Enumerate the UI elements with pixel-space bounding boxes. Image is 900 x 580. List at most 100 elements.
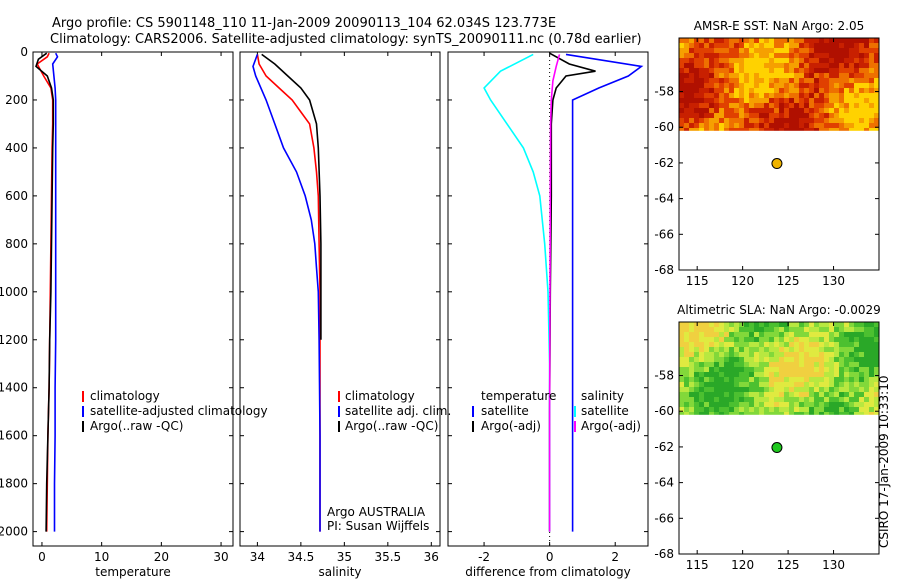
heatmap-cell: [849, 93, 854, 98]
heatmap-cell: [819, 38, 824, 43]
heatmap-cell: [824, 407, 829, 412]
heatmap-cell: [719, 53, 724, 58]
heatmap-cell: [714, 78, 719, 83]
heatmap-cell: [774, 362, 779, 367]
heatmap-cell: [699, 113, 704, 118]
heatmap-cell: [829, 397, 834, 402]
heatmap-cell: [734, 128, 739, 131]
heatmap-cell: [819, 387, 824, 392]
heatmap-cell: [789, 78, 794, 83]
heatmap-cell: [749, 103, 754, 108]
heatmap-cell: [834, 48, 839, 53]
heatmap-cell: [754, 48, 759, 53]
heatmap-cell: [814, 337, 819, 342]
heatmap-cell: [789, 88, 794, 93]
heatmap-cell: [829, 78, 834, 83]
heatmap-cell: [819, 83, 824, 88]
heatmap-cell: [854, 48, 859, 53]
heatmap-cell: [864, 93, 869, 98]
legend-label: salinity: [581, 389, 624, 403]
heatmap-cell: [709, 108, 714, 113]
heatmap-cell: [774, 407, 779, 412]
heatmap-cell: [814, 342, 819, 347]
heatmap-cell: [759, 372, 764, 377]
heatmap-cell: [764, 387, 769, 392]
heatmap-cell: [859, 78, 864, 83]
heatmap-cell: [694, 98, 699, 103]
heatmap-cell: [689, 43, 694, 48]
heatmap-cell: [744, 38, 749, 43]
heatmap-cell: [729, 108, 734, 113]
heatmap-cell: [854, 322, 859, 327]
heatmap-cell: [849, 387, 854, 392]
heatmap-cell: [684, 332, 689, 337]
heatmap-cell: [794, 377, 799, 382]
heatmap-cell: [694, 382, 699, 387]
heatmap-cell: [689, 392, 694, 397]
heatmap-cell: [679, 397, 684, 402]
heatmap-cell: [839, 387, 844, 392]
heatmap-cell: [814, 402, 819, 407]
heatmap-cell: [769, 367, 774, 372]
heatmap-cell: [689, 88, 694, 93]
heatmap-cell: [689, 352, 694, 357]
heatmap-cell: [739, 412, 744, 415]
heatmap-cell: [844, 98, 849, 103]
heatmap-cell: [859, 73, 864, 78]
heatmap-cell: [859, 397, 864, 402]
heatmap-cell: [869, 352, 874, 357]
heatmap-cell: [859, 118, 864, 123]
heatmap-cell: [784, 78, 789, 83]
heatmap-cell: [859, 327, 864, 332]
heatmap-cell: [834, 38, 839, 43]
heatmap-cell: [814, 332, 819, 337]
heatmap-cell: [869, 63, 874, 68]
heatmap-cell: [769, 332, 774, 337]
heatmap-cell: [684, 367, 689, 372]
heatmap-cell: [779, 48, 784, 53]
heatmap-cell: [734, 38, 739, 43]
heatmap-cell: [774, 118, 779, 123]
heatmap-cell: [789, 327, 794, 332]
heatmap-cell: [869, 48, 874, 53]
heatmap-cell: [799, 123, 804, 128]
heatmap-cell: [684, 73, 689, 78]
heatmap-cell: [739, 108, 744, 113]
heatmap-cell: [799, 83, 804, 88]
heatmap-cell: [839, 108, 844, 113]
heatmap-cell: [759, 377, 764, 382]
heatmap-cell: [869, 53, 874, 58]
heatmap-cell: [729, 362, 734, 367]
heatmap-cell: [809, 38, 814, 43]
heatmap-cell: [689, 78, 694, 83]
heatmap-cell: [819, 412, 824, 415]
heatmap-cell: [814, 58, 819, 63]
heatmap-cell: [814, 98, 819, 103]
heatmap-cell: [759, 362, 764, 367]
heatmap-cell: [854, 63, 859, 68]
heatmap-cell: [864, 63, 869, 68]
heatmap-cell: [759, 342, 764, 347]
heatmap-cell: [814, 78, 819, 83]
heatmap-cell: [754, 123, 759, 128]
heatmap-cell: [754, 357, 759, 362]
heatmap-cell: [734, 78, 739, 83]
heatmap-cell: [839, 327, 844, 332]
heatmap-cell: [824, 387, 829, 392]
heatmap-cell: [834, 73, 839, 78]
heatmap-cell: [814, 372, 819, 377]
heatmap-cell: [829, 362, 834, 367]
heatmap-cell: [849, 342, 854, 347]
heatmap-cell: [874, 347, 879, 352]
heatmap-cell: [679, 372, 684, 377]
heatmap-cell: [714, 327, 719, 332]
heatmap-cell: [849, 78, 854, 83]
heatmap-cell: [854, 382, 859, 387]
heatmap-cell: [799, 397, 804, 402]
heatmap-cell: [764, 53, 769, 58]
heatmap-cell: [714, 123, 719, 128]
heatmap-cell: [749, 83, 754, 88]
heatmap-cell: [759, 43, 764, 48]
heatmap-cell: [809, 322, 814, 327]
heatmap-cell: [699, 387, 704, 392]
